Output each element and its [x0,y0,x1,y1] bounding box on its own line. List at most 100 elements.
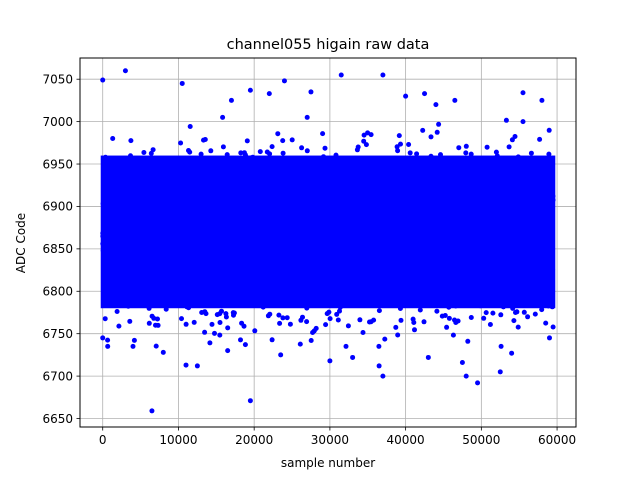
data-point [269,178,275,184]
data-point [251,207,257,213]
data-point [132,222,138,228]
data-point [428,153,434,159]
data-point [362,223,368,229]
data-point [223,238,229,244]
data-point [426,160,432,166]
data-point [493,181,498,187]
data-point [487,300,493,306]
data-point [329,187,335,193]
data-point [415,283,421,289]
data-point [534,272,540,278]
data-point [234,260,240,266]
data-point [513,160,519,166]
data-point [344,223,350,228]
data-point [523,251,529,257]
data-point [174,199,180,205]
data-point [259,249,265,255]
data-point [140,255,145,261]
data-point [275,302,281,308]
data-point [453,303,459,309]
data-point [300,222,306,228]
data-point [237,195,243,200]
data-point [252,296,258,302]
data-point [507,225,512,230]
data-point [526,270,532,275]
data-point [443,247,449,253]
data-point [241,170,247,176]
data-point [401,300,407,306]
data-point [310,330,316,335]
data-point [496,298,502,304]
data-point [402,214,408,220]
data-point [432,251,438,257]
data-point [383,206,389,212]
data-point [320,239,326,245]
data-point [187,247,193,253]
data-point [423,221,429,226]
data-point [396,133,402,139]
data-point [439,313,445,319]
data-point [126,208,132,214]
data-point [477,259,483,264]
data-point [455,186,461,192]
data-point [290,230,296,236]
x-tick-label: 0 [99,433,107,447]
data-point [399,199,405,205]
data-point [393,262,399,268]
data-point [503,117,509,123]
data-point [101,295,107,301]
data-point [265,313,271,319]
data-point [129,256,135,261]
data-point [131,337,137,343]
data-point [204,186,209,192]
data-point [512,271,518,277]
data-point [302,183,308,189]
data-point [475,273,481,279]
data-point [107,213,113,219]
data-point [212,175,218,181]
data-point [148,150,154,156]
data-point [541,296,547,301]
data-point [367,228,373,234]
data-point [327,215,333,221]
data-point [448,241,454,247]
data-point [414,151,420,157]
data-point [235,224,241,230]
data-point [199,182,205,188]
data-point [325,194,331,199]
data-point [541,217,547,223]
data-point [280,258,285,264]
data-point [122,182,128,188]
data-point [482,232,488,238]
data-point [136,219,141,225]
data-point [540,184,546,190]
data-point [166,161,172,167]
data-point [169,170,175,176]
data-point [485,242,491,248]
data-point [490,310,496,316]
data-point [498,343,504,349]
data-point-outlier [520,90,526,96]
data-point [368,254,374,260]
data-point [105,343,111,349]
data-point-outlier [327,358,333,364]
data-point [485,226,491,232]
data-point-outlier [160,349,166,355]
data-point [525,255,531,261]
data-point [516,227,522,233]
data-point [336,287,342,293]
data-point [408,206,414,212]
data-point [409,162,415,167]
data-point [311,195,317,200]
data-point [374,247,380,253]
data-point [470,204,476,210]
data-point [515,252,521,258]
data-point [438,290,444,296]
data-point [223,314,229,320]
data-point [374,202,380,207]
data-point [117,206,123,212]
data-point [208,199,213,205]
data-point [490,273,496,279]
data-point [484,196,490,202]
data-point [528,291,534,297]
